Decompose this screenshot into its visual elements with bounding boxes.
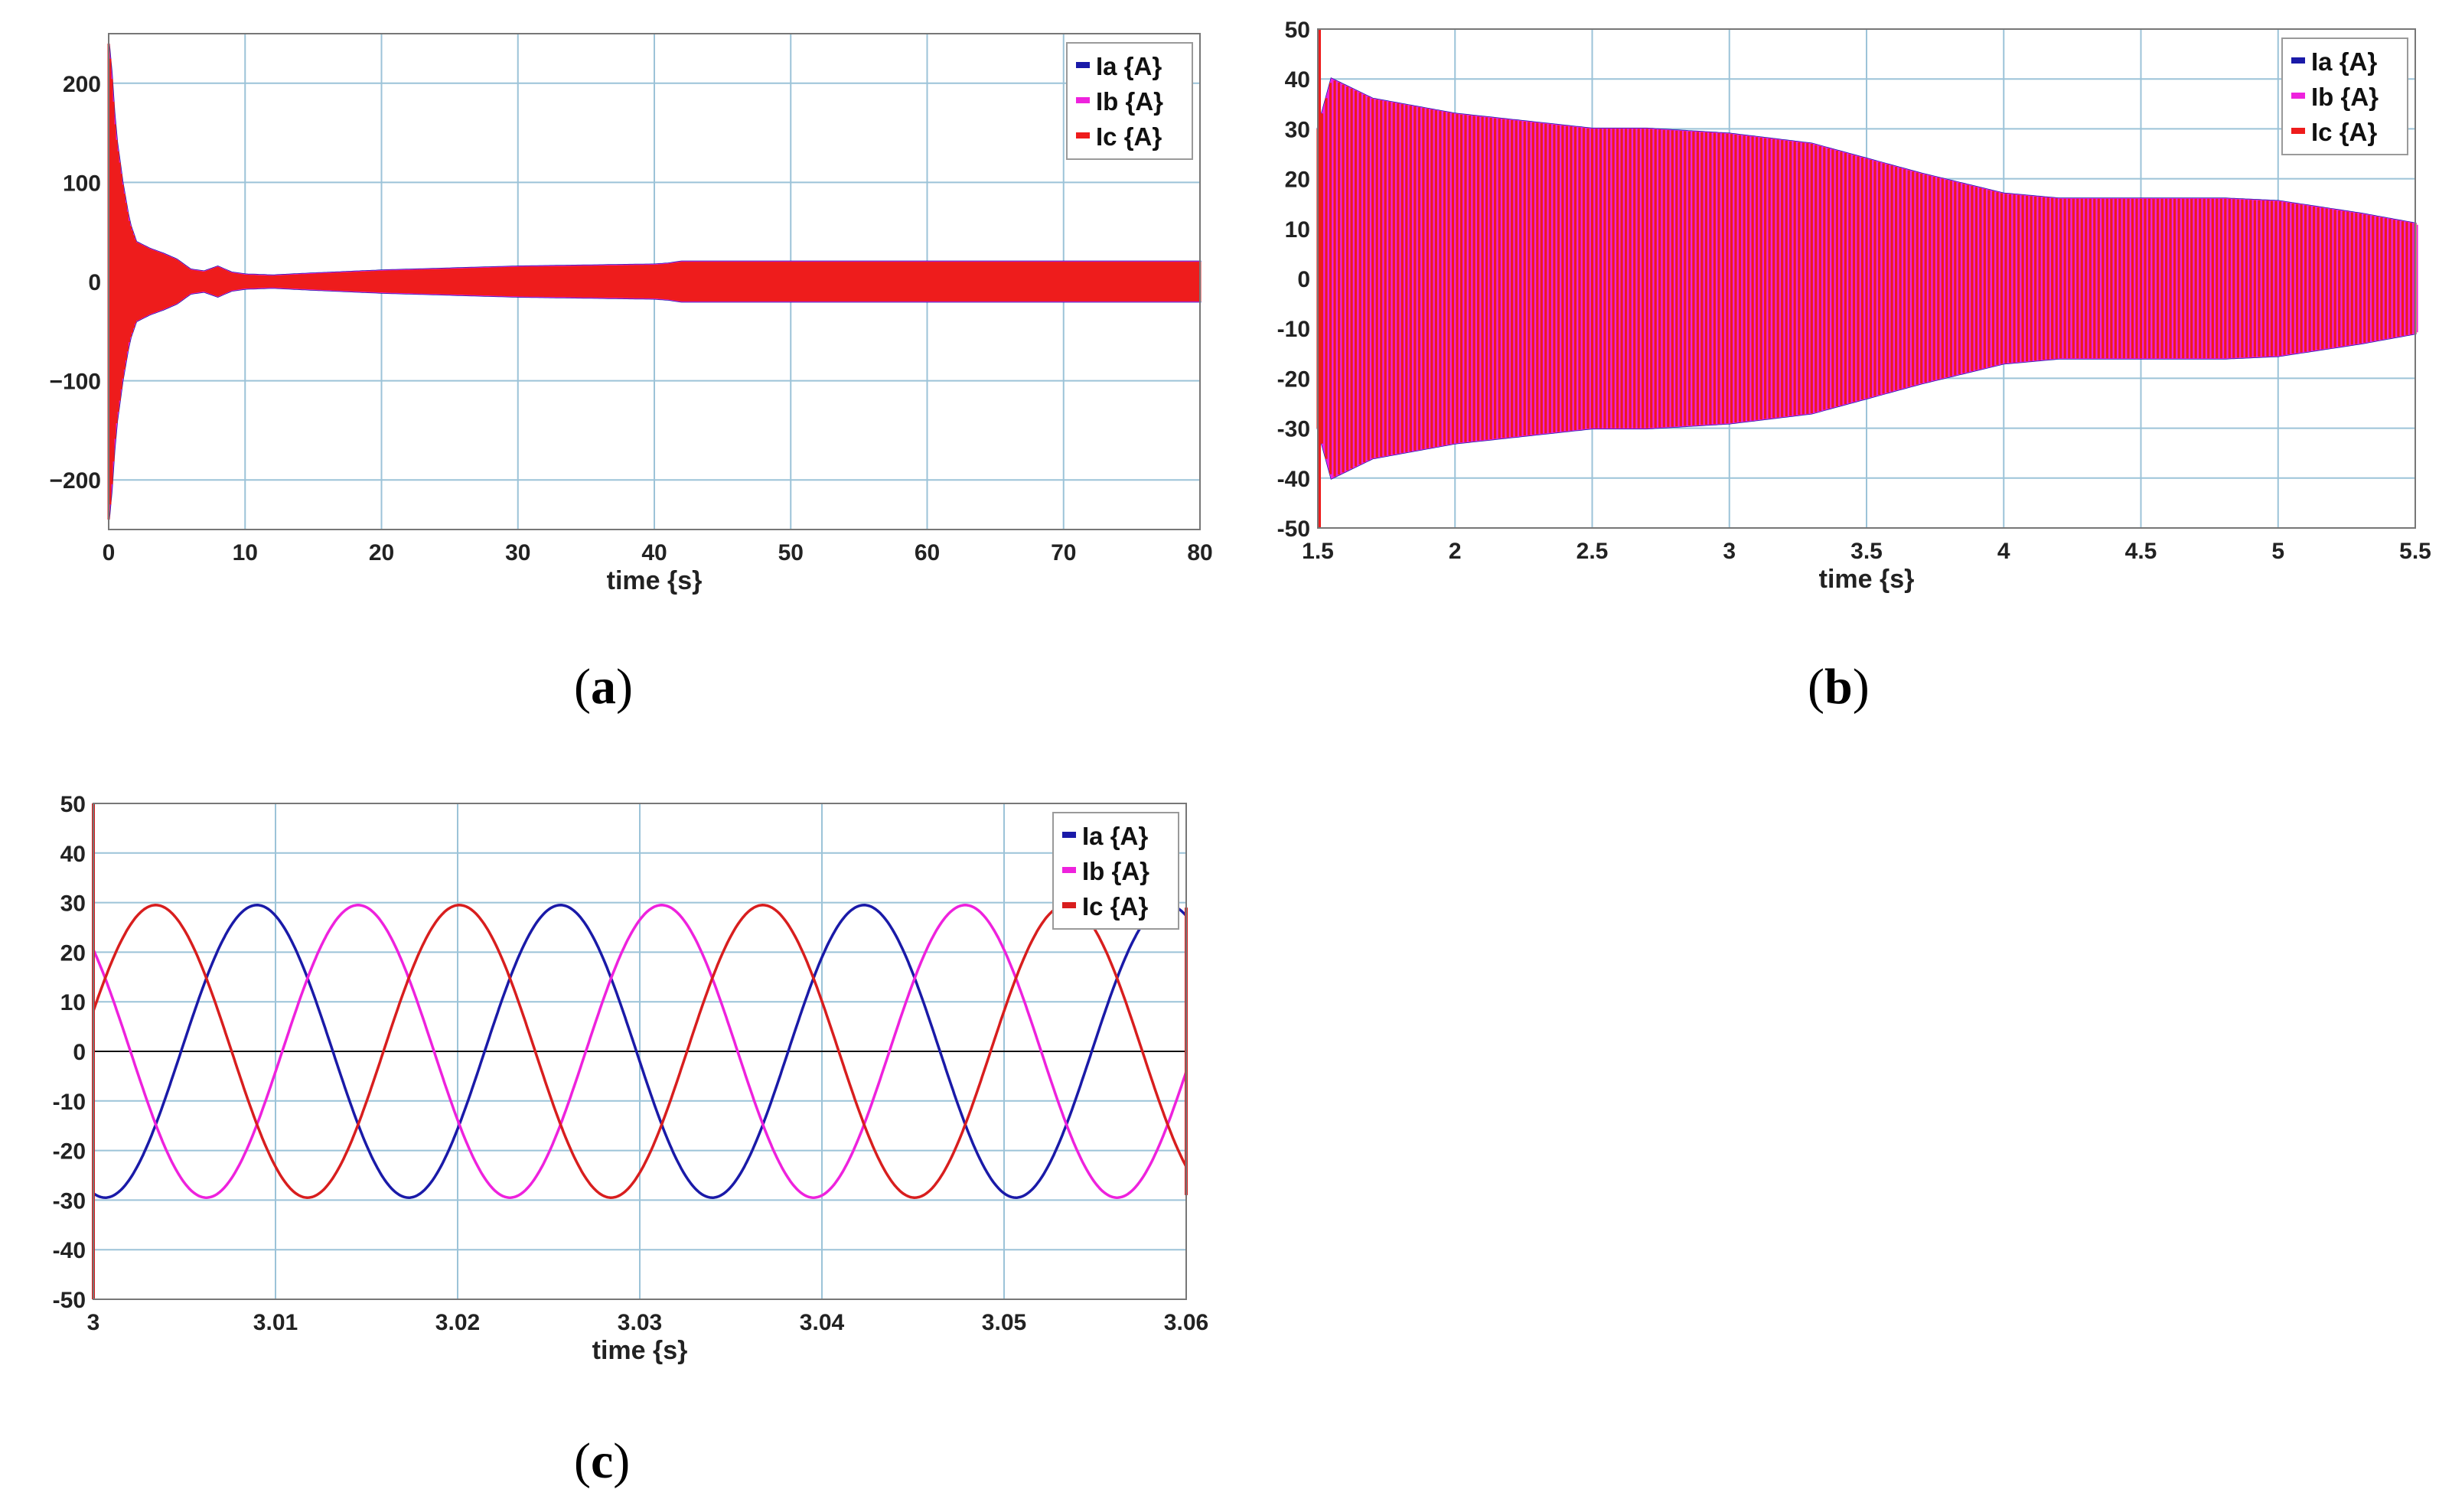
y-tick-label: 0	[73, 1040, 86, 1065]
x-tick-label: 1.5	[1302, 539, 1334, 564]
x-tick-label: 3.04	[800, 1310, 845, 1335]
tick-labels: 1.5 2 2.5 3 3.5 4 4.5 5 5.5 50 40 30 20 10 0 -10 -20 -30 -…	[1277, 18, 2431, 564]
legend-swatch	[2291, 128, 2305, 134]
legend-entry: Ib {A}	[1096, 87, 1163, 116]
y-tick-label: 20	[60, 940, 86, 966]
y-tick-label: 20	[1285, 168, 1310, 193]
legend-entry: Ia {A}	[2311, 47, 2377, 76]
y-tick-label: 40	[60, 842, 86, 867]
legend: Ia {A} Ib {A} Ic {A}	[1066, 42, 1193, 160]
y-tick-label: 10	[1285, 217, 1310, 243]
y-tick-label: -40	[53, 1238, 86, 1263]
legend-swatch	[2291, 57, 2305, 64]
y-tick-label: -10	[1277, 317, 1310, 342]
x-tick-label: 3.5	[1850, 539, 1883, 564]
x-tick-label: 3	[87, 1310, 100, 1335]
x-tick-label: 2	[1449, 539, 1462, 564]
legend-entry: Ia {A}	[1082, 822, 1148, 850]
x-tick-label: 3.02	[435, 1310, 480, 1335]
tick-labels: 3 3.01 3.02 3.03 3.04 3.05 3.06 50 40 30 20 10 0 -10 -…	[53, 792, 1209, 1335]
legend-swatch	[2291, 93, 2305, 99]
y-tick-label: −200	[49, 468, 101, 494]
x-tick-label: 0	[103, 540, 116, 565]
x-tick-label: 20	[369, 540, 394, 565]
x-tick-label: 40	[641, 540, 667, 565]
series-line-ic	[92, 904, 1188, 1199]
legend-swatch	[1076, 62, 1090, 68]
x-tick-label: 4	[1997, 539, 2010, 564]
caption-a: (a)	[574, 659, 633, 715]
y-tick-label: −100	[49, 370, 101, 395]
legend: Ia {A} Ib {A} Ic {A}	[2281, 37, 2408, 155]
legend-entry: Ib {A}	[1082, 857, 1149, 885]
y-tick-label: -50	[1277, 516, 1310, 542]
y-tick-label: -30	[1277, 417, 1310, 442]
legend-swatch	[1076, 132, 1090, 138]
chart-a: 0 10 20 30 40 50 60 70 80 200 100 0 −100 −200 time {s}…	[49, 33, 1213, 595]
x-tick-label: 2.5	[1577, 539, 1609, 564]
x-tick-label: 50	[778, 540, 804, 565]
plot-frame	[108, 33, 1201, 530]
y-tick-label: 50	[1285, 18, 1310, 43]
legend-swatch	[1062, 832, 1076, 838]
x-tick-label: 80	[1187, 540, 1212, 565]
x-tick-label: 30	[505, 540, 530, 565]
chart-c: 3 3.01 3.02 3.03 3.04 3.05 3.06 50 40 30 20 10 0 -10 -…	[53, 792, 1209, 1365]
legend-entry: Ic {A}	[1096, 122, 1162, 151]
x-tick-label: 5.5	[2399, 539, 2431, 564]
legend-swatch	[1062, 902, 1076, 908]
y-tick-label: 0	[1297, 267, 1310, 292]
x-axis-label: time {s}	[607, 566, 703, 595]
series-line-ib	[92, 904, 1188, 1199]
x-tick-label: 60	[915, 540, 940, 565]
y-tick-label: 50	[60, 792, 86, 817]
legend-entry: Ia {A}	[1096, 52, 1162, 80]
tick-labels: 0 10 20 30 40 50 60 70 80 200 100 0 −100 −200	[49, 72, 1212, 565]
y-tick-label: -40	[1277, 467, 1310, 492]
x-tick-label: 3	[1723, 539, 1736, 564]
plot-frame	[1317, 28, 2416, 529]
x-tick-label: 70	[1051, 540, 1076, 565]
caption-b: (b)	[1808, 659, 1870, 715]
y-tick-label: -50	[53, 1288, 86, 1313]
x-axis-label: time {s}	[592, 1336, 688, 1365]
chart-b: 1.5 2 2.5 3 3.5 4 4.5 5 5.5 50 40 30 20 10 0 -10 -20 -30 -…	[1277, 18, 2431, 594]
y-tick-label: 200	[63, 72, 101, 97]
x-tick-label: 10	[233, 540, 258, 565]
x-tick-label: 3.03	[618, 1310, 662, 1335]
y-tick-label: 10	[60, 990, 86, 1015]
y-tick-label: 40	[1285, 67, 1310, 93]
legend: Ia {A} Ib {A} Ic {A}	[1052, 812, 1179, 930]
series-line-ia	[93, 904, 1188, 1199]
y-tick-label: 100	[63, 171, 101, 196]
y-tick-label: 30	[60, 891, 86, 917]
caption-c: (c)	[574, 1433, 631, 1489]
legend-swatch	[1076, 97, 1090, 103]
y-tick-label: 0	[88, 270, 101, 295]
legend-entry: Ic {A}	[1082, 892, 1148, 921]
x-tick-label: 4.5	[2125, 539, 2157, 564]
x-tick-label: 3.06	[1164, 1310, 1208, 1335]
x-tick-label: 3.01	[253, 1310, 298, 1335]
y-tick-label: 30	[1285, 117, 1310, 142]
plot-frame	[93, 803, 1187, 1300]
legend-entry: Ic {A}	[2311, 118, 2377, 146]
x-tick-label: 3.05	[982, 1310, 1026, 1335]
y-tick-label: -20	[1277, 367, 1310, 392]
x-tick-label: 5	[2271, 539, 2284, 564]
legend-entry: Ib {A}	[2311, 83, 2379, 111]
y-tick-label: -20	[53, 1139, 86, 1165]
x-axis-label: time {s}	[1819, 565, 1915, 594]
legend-swatch	[1062, 867, 1076, 873]
y-tick-label: -10	[53, 1090, 86, 1115]
y-tick-label: -30	[53, 1188, 86, 1214]
